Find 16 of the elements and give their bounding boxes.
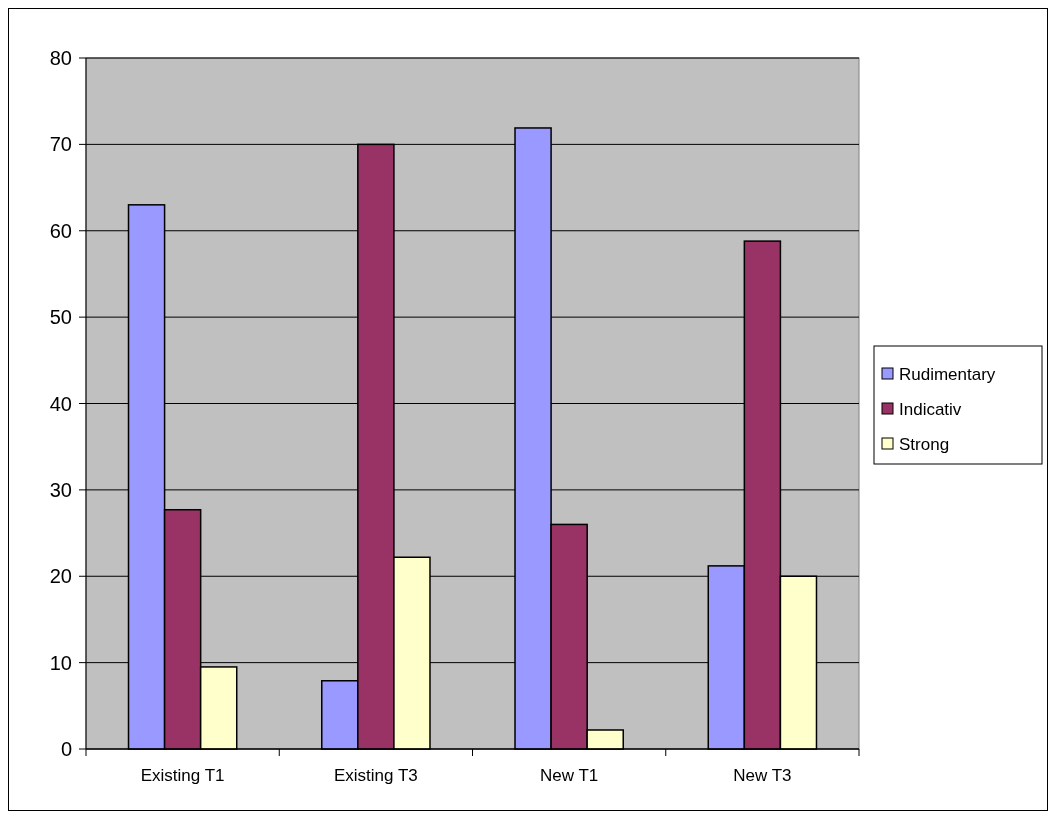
y-tick-label: 20 xyxy=(49,565,72,588)
y-tick-label: 30 xyxy=(49,478,72,501)
legend-label: Strong xyxy=(899,434,950,454)
y-tick-label: 80 xyxy=(49,47,72,69)
y-tick-label: 60 xyxy=(49,219,72,242)
x-tick-label: Existing T3 xyxy=(333,766,418,785)
y-tick-label: 50 xyxy=(49,306,72,329)
legend-label: Rudimentary xyxy=(899,364,996,384)
x-tick-label: New T3 xyxy=(733,766,792,785)
y-tick-label: 0 xyxy=(60,738,72,760)
x-tick-label: Existing T1 xyxy=(140,766,225,785)
y-tick-label: 10 xyxy=(49,651,72,674)
x-tick-label: New T1 xyxy=(539,766,599,785)
y-tick-label: 40 xyxy=(49,392,72,415)
legend-label: Indicativ xyxy=(899,399,962,419)
y-tick-label: 70 xyxy=(49,133,72,156)
